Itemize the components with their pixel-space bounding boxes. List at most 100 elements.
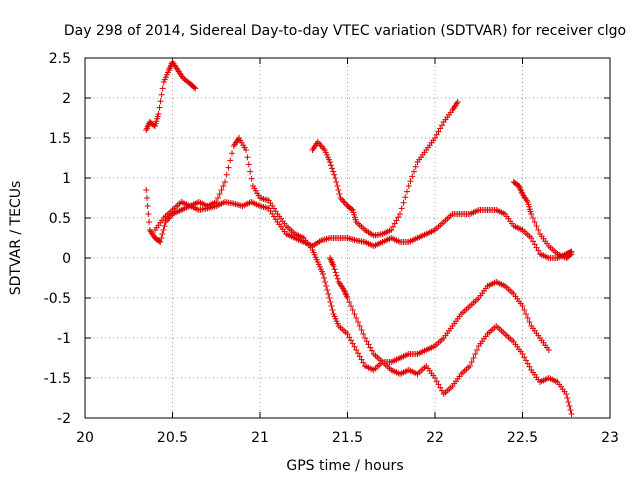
data-point [216, 191, 223, 197]
series-track-4 [309, 99, 461, 239]
data-point [143, 187, 150, 193]
data-point [321, 275, 328, 281]
data-point [333, 179, 340, 185]
series-track-6 [510, 179, 575, 261]
data-point [344, 331, 351, 337]
data-point [335, 187, 342, 193]
data-point [334, 275, 341, 282]
data-point [533, 223, 540, 229]
x-tick-label: 23 [601, 430, 619, 446]
data-point [470, 355, 477, 361]
data-point [519, 351, 526, 357]
data-point [159, 231, 166, 237]
data-point [566, 403, 573, 409]
y-tick-label: 2 [62, 91, 71, 107]
data-point [247, 168, 254, 175]
data-point [439, 387, 445, 394]
data-point [222, 179, 228, 185]
data-point [521, 307, 528, 313]
data-point [191, 84, 198, 91]
axis-ticks: 20 20.5 21 21.5 22 22.5 23-2-1.5-1-0.500.511.5… [44, 51, 619, 446]
data-point [331, 171, 338, 178]
data-point [468, 359, 475, 365]
data-point [405, 183, 412, 189]
data-point [393, 217, 400, 224]
data-point [143, 195, 150, 201]
data-point [329, 165, 336, 172]
data-point [144, 203, 151, 209]
series-track-5 [327, 255, 552, 365]
data-point [327, 159, 333, 165]
data-point [432, 135, 438, 141]
data-point [526, 319, 533, 325]
data-point [158, 235, 165, 241]
data-point [329, 307, 336, 313]
data-point [402, 194, 409, 201]
data-point [439, 122, 445, 129]
data-point [437, 384, 444, 391]
data-point [437, 125, 444, 132]
y-tick-label: -1 [57, 331, 71, 347]
data-point [363, 338, 370, 345]
data-point [156, 104, 163, 111]
data-point [223, 171, 230, 178]
data-point [535, 247, 542, 254]
data-point [348, 303, 354, 309]
data-point [245, 161, 252, 168]
data-point [526, 363, 533, 370]
y-tick-label: -1.5 [44, 371, 71, 387]
data-point [365, 341, 372, 348]
data-point [412, 163, 419, 170]
data-point [391, 220, 398, 227]
data-point [157, 239, 164, 245]
data-point [333, 272, 340, 279]
data-point [220, 183, 227, 189]
data-point [411, 168, 417, 175]
x-tick-label: 20.5 [157, 430, 188, 446]
data-point [360, 331, 367, 337]
data-point [322, 279, 329, 285]
data-point [397, 211, 403, 217]
x-tick-label: 21 [251, 430, 269, 446]
data-point [433, 378, 440, 385]
data-point [146, 219, 153, 225]
series-track-1 [143, 59, 199, 133]
data-point [325, 291, 332, 297]
series-track-2 [143, 135, 575, 417]
y-tick-label: 0.5 [49, 211, 71, 227]
data-point [524, 315, 531, 321]
data-point [388, 227, 395, 233]
data-point [326, 295, 333, 301]
data-point [351, 311, 358, 317]
x-tick-label: 22 [426, 430, 444, 446]
data-point [160, 227, 167, 233]
data-point [358, 327, 365, 333]
data-point [355, 350, 361, 357]
data-point [157, 98, 164, 105]
y-tick-label: -2 [57, 411, 71, 427]
data-point [330, 168, 337, 175]
data-point [348, 206, 355, 213]
data-point [158, 91, 165, 98]
data-point [474, 347, 480, 353]
y-tick-label: -0.5 [44, 291, 71, 307]
y-tick-label: 2.5 [49, 51, 71, 67]
data-point [400, 199, 407, 206]
data-point [353, 347, 360, 353]
data-point [531, 219, 538, 225]
data-point [531, 241, 538, 248]
data-point [355, 319, 361, 325]
x-tick-label: 22.5 [507, 430, 538, 446]
data-point [524, 360, 531, 367]
data-point [328, 303, 335, 309]
data-point [349, 307, 356, 313]
y-tick-label: 0 [62, 251, 71, 267]
data-point [248, 175, 255, 182]
data-point [328, 162, 335, 169]
data-point [161, 223, 168, 229]
data-point [533, 244, 540, 251]
data-point [404, 188, 410, 195]
data-point [159, 85, 166, 92]
data-point [407, 178, 414, 185]
